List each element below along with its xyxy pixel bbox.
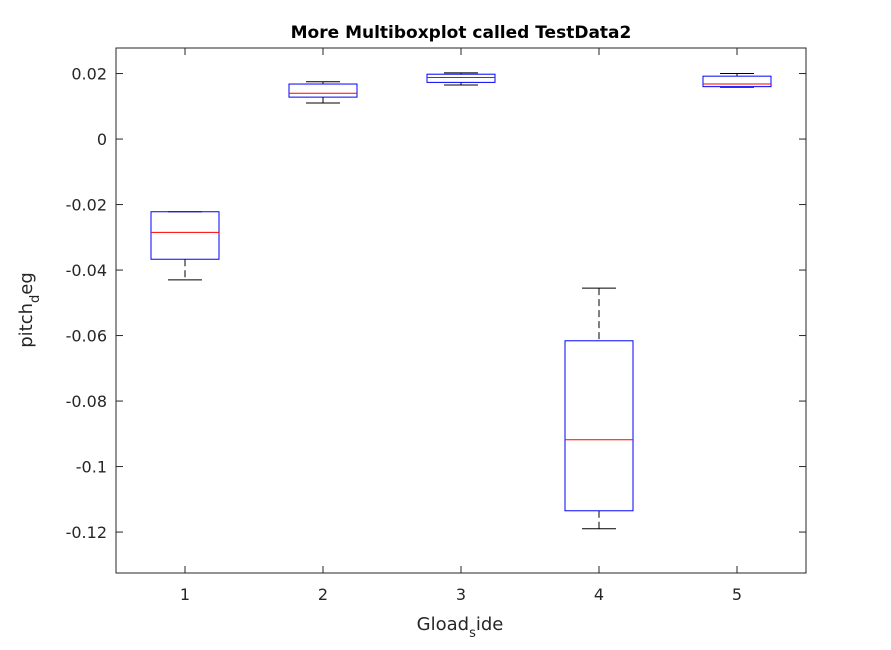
y-axis-label-main: pitch	[16, 303, 37, 348]
x-axis-label-rest: ide	[476, 614, 504, 635]
box-2	[288, 81, 358, 104]
plot-area	[150, 72, 772, 530]
y-tick-label: 0	[97, 130, 107, 149]
y-tick-label: 0.02	[71, 65, 107, 84]
x-tick-label: 1	[180, 585, 190, 604]
box-iqr	[288, 83, 358, 98]
box-4	[564, 287, 634, 530]
box-1	[150, 211, 220, 281]
x-tick-label: 2	[318, 585, 328, 604]
y-tick-label: -0.12	[66, 523, 107, 542]
y-tick-label: -0.1	[76, 458, 107, 477]
y-axis-label-rest: eg	[16, 272, 37, 295]
y-axis-label-subscript: d	[28, 295, 43, 303]
box-iqr	[150, 211, 220, 260]
x-axis-label: Gloadside	[417, 614, 504, 641]
y-tick-label: -0.06	[66, 327, 107, 346]
box-3	[426, 72, 496, 86]
y-tick-label: -0.02	[66, 196, 107, 215]
box-iqr	[564, 340, 634, 512]
axes: 0.02 0 -0.02 -0.04 -0.06 -0.08 -0.1 -0.12 1 2 3 4 5	[66, 47, 807, 604]
x-tick-label: 5	[732, 585, 742, 604]
y-axis-label: pitchdeg	[16, 272, 43, 348]
box-5	[702, 73, 772, 88]
box-iqr	[702, 75, 772, 88]
x-tick-label: 3	[456, 585, 466, 604]
x-axis-label-main: Gload	[417, 614, 469, 635]
y-tick-label: -0.04	[66, 261, 107, 280]
x-axis-label-subscript: s	[469, 626, 476, 641]
chart-title: More Multiboxplot called TestData2	[291, 23, 632, 43]
box-iqr	[426, 73, 496, 83]
y-tick-label: -0.08	[66, 392, 107, 411]
axes-frame	[115, 47, 807, 574]
x-tick-label: 4	[594, 585, 604, 604]
